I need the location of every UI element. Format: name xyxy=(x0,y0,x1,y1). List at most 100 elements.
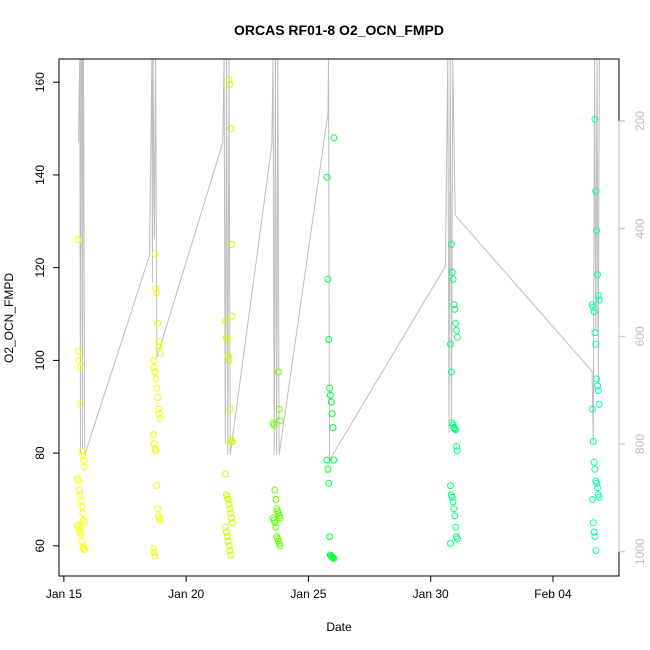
data-point xyxy=(449,498,457,506)
data-point xyxy=(588,496,596,503)
data-point xyxy=(226,81,234,88)
data-point xyxy=(227,509,235,517)
data-point xyxy=(223,533,231,541)
data-point xyxy=(227,551,235,559)
data-point xyxy=(330,134,338,142)
data-point xyxy=(76,491,84,499)
data-point xyxy=(150,363,158,371)
data-point xyxy=(74,477,82,485)
data-point xyxy=(330,554,338,562)
right-y-tick-label: 200 xyxy=(633,111,647,131)
x-axis: Jan 15 Jan 20 Jan 25 Jan 30 Feb 04 xyxy=(46,575,572,601)
right-y-tick-label: 600 xyxy=(633,326,647,346)
data-point xyxy=(451,425,459,433)
data-point xyxy=(327,398,335,406)
data-point xyxy=(76,363,84,371)
data-point xyxy=(453,447,461,455)
data-point xyxy=(591,115,599,123)
x-tick-label: Jan 15 xyxy=(46,587,82,601)
data-point xyxy=(594,292,602,299)
data-point xyxy=(592,547,600,554)
data-point xyxy=(155,410,163,418)
x-tick-label: Jan 20 xyxy=(168,587,204,601)
data-point xyxy=(448,268,456,276)
data-point xyxy=(452,426,460,434)
data-point xyxy=(326,384,334,392)
y-axis: 60 80 100 120 140 160 xyxy=(33,72,60,553)
data-point xyxy=(74,347,82,355)
data-point xyxy=(328,410,336,418)
y-tick-label: 100 xyxy=(33,350,47,370)
data-point xyxy=(595,493,603,501)
data-point xyxy=(595,400,603,408)
data-point xyxy=(151,368,159,376)
data-point xyxy=(149,544,157,552)
right-y-tick-label: 800 xyxy=(633,434,647,454)
x-tick-label: Feb 04 xyxy=(534,587,572,601)
data-point xyxy=(78,447,86,455)
data-point xyxy=(271,519,279,527)
data-point xyxy=(330,456,338,464)
data-point xyxy=(151,250,159,258)
series-rf06 xyxy=(447,241,461,547)
data-point xyxy=(272,523,280,531)
depth-trace-line xyxy=(78,59,600,463)
data-point xyxy=(74,236,82,244)
data-point xyxy=(222,528,230,536)
data-point xyxy=(593,227,601,235)
data-point xyxy=(594,271,601,279)
data-point xyxy=(152,375,160,383)
data-point xyxy=(153,482,161,490)
y-tick-label: 60 xyxy=(33,539,47,553)
data-point xyxy=(590,308,598,316)
series-rf01 xyxy=(74,236,88,554)
data-point xyxy=(77,400,85,408)
data-point xyxy=(80,546,88,554)
data-point xyxy=(79,451,87,459)
data-point xyxy=(594,382,601,390)
data-point xyxy=(449,275,457,283)
data-point xyxy=(155,343,163,350)
data-point xyxy=(225,500,233,508)
data-point xyxy=(224,352,232,360)
data-point xyxy=(453,333,461,341)
data-point xyxy=(447,482,454,490)
data-point xyxy=(156,414,164,422)
data-point xyxy=(272,496,280,503)
data-point xyxy=(78,502,86,510)
data-point xyxy=(591,533,599,541)
data-point xyxy=(79,509,87,517)
chart-title: ORCAS RF01-8 O2_OCN_FMPD xyxy=(234,22,444,38)
data-point xyxy=(225,542,233,550)
data-point xyxy=(589,303,597,311)
data-point xyxy=(224,496,232,503)
data-point xyxy=(228,241,235,248)
data-point xyxy=(226,505,234,513)
data-point xyxy=(271,486,279,494)
data-point xyxy=(447,340,454,348)
data-point xyxy=(152,447,160,455)
data-point xyxy=(447,368,455,376)
data-point xyxy=(149,431,157,439)
data-point xyxy=(156,516,164,524)
data-point xyxy=(325,336,333,343)
data-point xyxy=(75,486,83,494)
data-point xyxy=(154,505,162,513)
data-point xyxy=(325,479,333,487)
data-point xyxy=(453,326,460,334)
y-tick-label: 140 xyxy=(33,165,47,185)
data-point xyxy=(275,405,283,413)
data-point xyxy=(155,405,162,413)
data-point xyxy=(154,319,162,327)
data-point xyxy=(80,456,88,464)
data-point xyxy=(590,528,598,536)
x-tick-label: Jan 30 xyxy=(413,587,449,601)
data-point xyxy=(222,523,229,531)
data-point xyxy=(452,523,460,531)
data-point xyxy=(453,442,460,450)
data-point xyxy=(227,125,235,133)
y-tick-label: 80 xyxy=(33,446,47,460)
x-axis-label: Date xyxy=(326,620,352,634)
right-y-tick-label: 1000 xyxy=(633,538,647,565)
data-point xyxy=(594,387,602,394)
